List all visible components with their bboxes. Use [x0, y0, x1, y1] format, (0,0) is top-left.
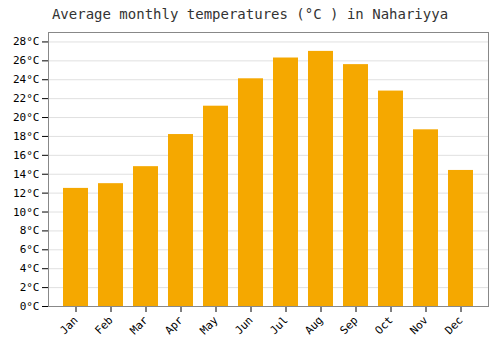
- svg-text:Aug: Aug: [302, 314, 325, 337]
- svg-text:20°C: 20°C: [13, 111, 40, 124]
- svg-text:18°C: 18°C: [13, 130, 40, 143]
- svg-text:Feb: Feb: [92, 314, 115, 337]
- svg-text:26°C: 26°C: [13, 54, 40, 67]
- svg-text:14°C: 14°C: [13, 168, 40, 181]
- svg-text:24°C: 24°C: [13, 73, 40, 86]
- svg-text:12°C: 12°C: [13, 187, 40, 200]
- html-text:Average monthly temperatures (: Average monthly temperatures (°C ) in Na…: [51, 6, 449, 22]
- svg-text:Oct: Oct: [372, 314, 395, 337]
- svg-text:6°C: 6°C: [20, 243, 40, 256]
- svg-text:May: May: [197, 313, 221, 337]
- svg-text:Mar: Mar: [127, 313, 151, 337]
- svg-text:8°C: 8°C: [20, 224, 40, 237]
- svg-text:2°C: 2°C: [20, 281, 40, 294]
- svg-text:0°C: 0°C: [20, 300, 40, 313]
- svg-text:Apr: Apr: [162, 313, 186, 337]
- svg-text:Jun: Jun: [232, 314, 255, 337]
- svg-text:16°C: 16°C: [13, 149, 40, 162]
- svg-text:Nov: Nov: [407, 313, 431, 337]
- svg-text:22°C: 22°C: [13, 92, 40, 105]
- svg-text:Jul: Jul: [267, 314, 290, 337]
- svg-text:Dec: Dec: [442, 314, 465, 337]
- svg-text:10°C: 10°C: [13, 206, 40, 219]
- svg-text:Jan: Jan: [57, 314, 80, 337]
- svg-text:Sep: Sep: [337, 314, 360, 337]
- svg-text:28°C: 28°C: [13, 35, 40, 48]
- svg-text:4°C: 4°C: [20, 262, 40, 275]
